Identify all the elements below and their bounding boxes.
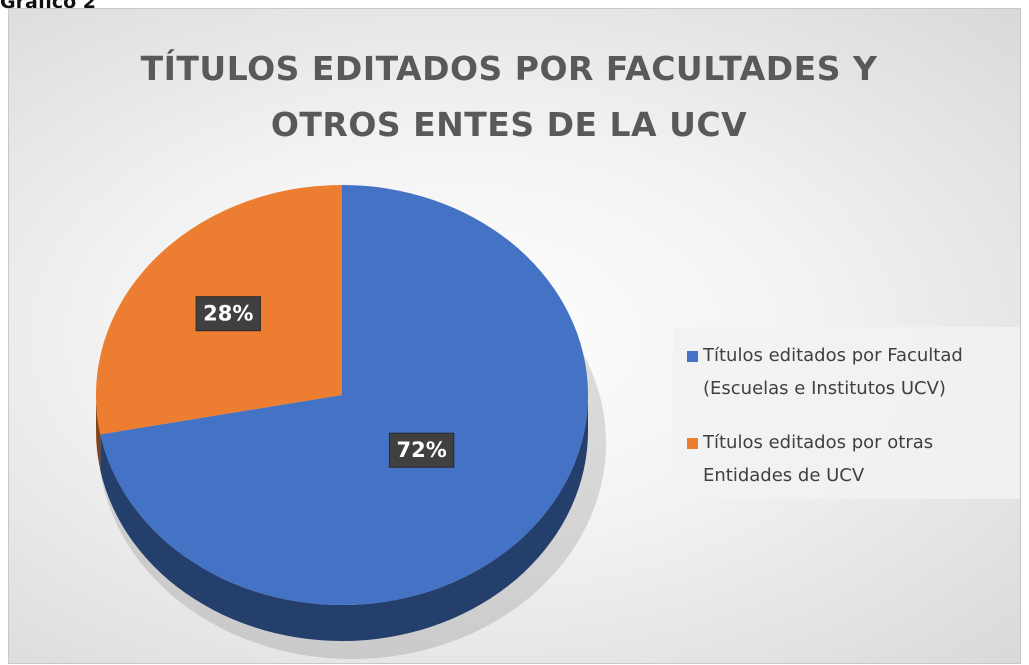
data-label-text: 72% (396, 438, 446, 462)
legend-swatch (687, 438, 698, 449)
slice (100, 185, 588, 605)
data-label-box (388, 432, 455, 468)
slice-side (96, 395, 101, 471)
legend-label: Títulos editados por Facultad (Escuelas … (703, 345, 963, 399)
legend-label: Títulos editados por otras Entidades de … (703, 432, 934, 486)
chart: 72% 28% TÍTULOS EDITADOS POR FACULTADES Y… (8, 8, 1021, 664)
data-label-text: 28% (203, 302, 253, 326)
chart-title: TÍTULOS EDITADOS POR FACULTADES Y OTROS … (140, 49, 878, 144)
data-label-box (195, 296, 261, 332)
data-label: 28% (195, 296, 261, 332)
legend-swatch (687, 351, 698, 362)
data-label: 72% (388, 432, 455, 468)
legend-entry: Títulos editados por otras Entidades de … (687, 426, 1017, 492)
slice-side (100, 395, 589, 641)
legend-entry: Títulos editados por Facultad (Escuelas … (687, 339, 1017, 405)
legend: Títulos editados por Facultad (Escuelas … (673, 327, 1020, 499)
pie-area: 72% 28% (95, 184, 606, 659)
